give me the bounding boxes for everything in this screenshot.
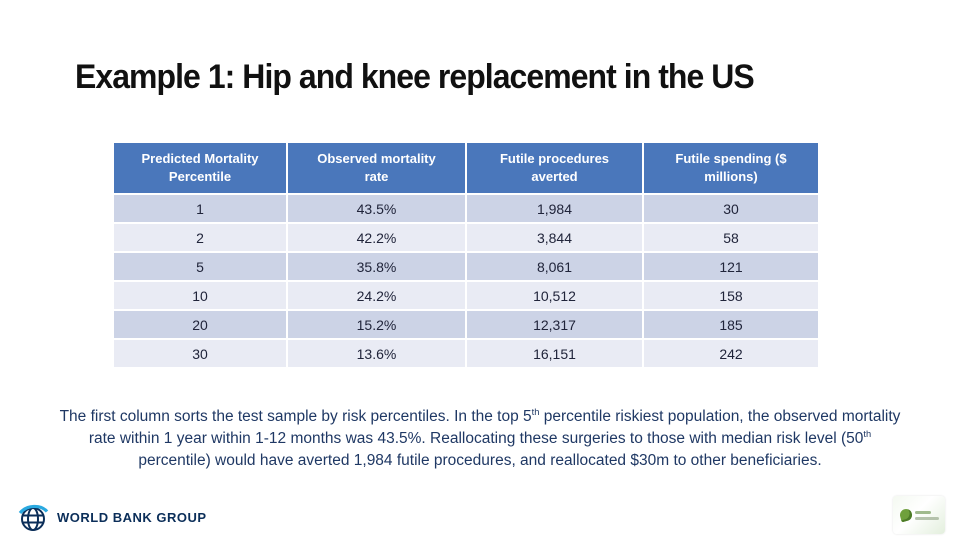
table-row: 30 13.6% 16,151 242 xyxy=(114,340,818,367)
table-header-row: Predicted Mortality Percentile Observed … xyxy=(114,143,818,193)
world-bank-logo: WORLD BANK GROUP xyxy=(18,501,207,533)
column-header-observed-rate: Observed mortality rate xyxy=(288,143,465,193)
cell-observed-rate: 13.6% xyxy=(288,340,465,367)
column-header-percentile: Predicted Mortality Percentile xyxy=(114,143,286,193)
cell-spending: 58 xyxy=(644,224,818,251)
cell-percentile: 2 xyxy=(114,224,286,251)
cell-procedures-averted: 3,844 xyxy=(467,224,642,251)
table-row: 1 43.5% 1,984 30 xyxy=(114,195,818,222)
note-text: percentile) would have averted 1,984 fut… xyxy=(138,452,822,469)
column-header-spending: Futile spending ($ millions) xyxy=(644,143,818,193)
partner-logo-textline xyxy=(915,517,939,520)
cell-spending: 158 xyxy=(644,282,818,309)
table-row: 20 15.2% 12,317 185 xyxy=(114,311,818,338)
cell-spending: 185 xyxy=(644,311,818,338)
page-title: Example 1: Hip and knee replacement in t… xyxy=(75,58,755,96)
note-superscript: th xyxy=(863,428,872,439)
partner-logo-textline xyxy=(915,511,931,514)
note-text: percentile riskiest population, the obse… xyxy=(88,408,901,447)
cell-percentile: 20 xyxy=(114,311,286,338)
table-row: 2 42.2% 3,844 58 xyxy=(114,224,818,251)
cell-observed-rate: 24.2% xyxy=(288,282,465,309)
cell-spending: 242 xyxy=(644,340,818,367)
cell-percentile: 5 xyxy=(114,253,286,280)
cell-observed-rate: 43.5% xyxy=(288,195,465,222)
world-bank-label: WORLD BANK GROUP xyxy=(57,509,207,525)
cell-procedures-averted: 1,984 xyxy=(467,195,642,222)
cell-observed-rate: 42.2% xyxy=(288,224,465,251)
cell-percentile: 1 xyxy=(114,195,286,222)
cell-spending: 30 xyxy=(644,195,818,222)
cell-procedures-averted: 10,512 xyxy=(467,282,642,309)
cell-observed-rate: 15.2% xyxy=(288,311,465,338)
partner-logo-mark-icon xyxy=(898,507,914,523)
cell-percentile: 10 xyxy=(114,282,286,309)
table-row: 10 24.2% 10,512 158 xyxy=(114,282,818,309)
cell-spending: 121 xyxy=(644,253,818,280)
note-text: The first column sorts the test sample b… xyxy=(59,408,532,425)
cell-percentile: 30 xyxy=(114,340,286,367)
table-row: 5 35.8% 8,061 121 xyxy=(114,253,818,280)
cell-procedures-averted: 16,151 xyxy=(467,340,642,367)
cell-observed-rate: 35.8% xyxy=(288,253,465,280)
partner-logo xyxy=(893,496,945,534)
cell-procedures-averted: 8,061 xyxy=(467,253,642,280)
note-superscript: th xyxy=(531,406,540,417)
explanatory-note: The first column sorts the test sample b… xyxy=(54,406,906,472)
mortality-table: Predicted Mortality Percentile Observed … xyxy=(112,141,820,369)
cell-procedures-averted: 12,317 xyxy=(467,311,642,338)
world-bank-globe-icon xyxy=(18,501,50,533)
column-header-procedures-averted: Futile procedures averted xyxy=(467,143,642,193)
